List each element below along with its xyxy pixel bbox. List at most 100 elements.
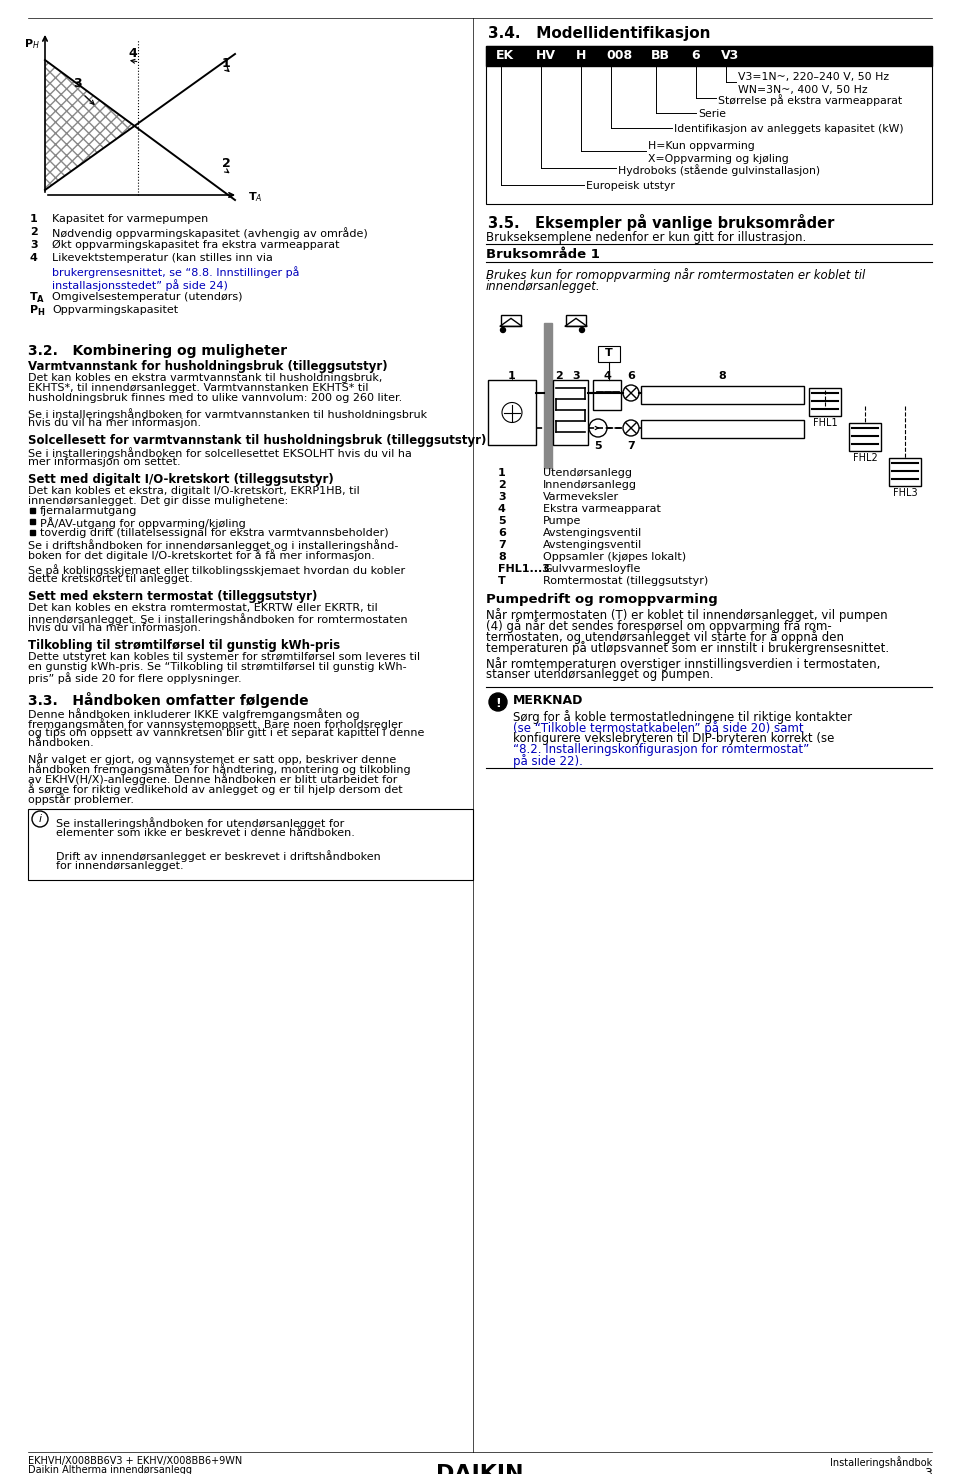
Text: X=Oppvarming og kjøling: X=Oppvarming og kjøling (648, 153, 789, 164)
Bar (501, 315, 520, 326)
Bar (30, 519, 35, 523)
Text: Det kan kobles en ekstra varmtvannstank til husholdningsbruk,: Det kan kobles en ekstra varmtvannstank … (28, 373, 382, 383)
Text: PÅ/AV-utgang for oppvarming/kjøling: PÅ/AV-utgang for oppvarming/kjøling (40, 517, 246, 529)
Text: Dette utstyret kan kobles til systemer for strømtilførsel som leveres til: Dette utstyret kan kobles til systemer f… (28, 652, 420, 662)
Text: installasjonsstedet” på side 24): installasjonsstedet” på side 24) (52, 279, 228, 290)
Text: 3: 3 (73, 77, 82, 90)
Text: V3=1N~, 220–240 V, 50 Hz: V3=1N~, 220–240 V, 50 Hz (738, 72, 889, 83)
Text: (4) gå når det sendes forespørsel om oppvarming fra rom-: (4) gå når det sendes forespørsel om opp… (486, 619, 831, 632)
Text: innendørsanlegget.: innendørsanlegget. (486, 280, 601, 293)
Text: P$_H$: P$_H$ (24, 37, 40, 52)
Bar (486, 46, 932, 203)
Text: Denne håndboken inkluderer IKKE valgfremgangsmåten og: Denne håndboken inkluderer IKKE valgfrem… (28, 708, 360, 719)
Text: 1: 1 (222, 57, 230, 69)
Text: MERKNAD: MERKNAD (513, 694, 584, 708)
Text: Når romtermostaten (T) er koblet til innendørsanlegget, vil pumpen: Når romtermostaten (T) er koblet til inn… (486, 607, 888, 622)
Text: husholdningsbruk finnes med to ulike vannvolum: 200 og 260 liter.: husholdningsbruk finnes med to ulike van… (28, 394, 402, 402)
Text: 3: 3 (30, 240, 37, 251)
Text: 1: 1 (30, 214, 37, 224)
Text: pris” på side 20 for flere opplysninger.: pris” på side 20 for flere opplysninger. (28, 672, 242, 684)
Text: T: T (498, 576, 506, 587)
Bar (641, 386, 804, 404)
Text: toverdig drift (tillatelsessignal for ekstra varmtvannsbeholder): toverdig drift (tillatelsessignal for ek… (40, 528, 389, 538)
Bar (809, 388, 841, 416)
Text: Installeringshåndbok: Installeringshåndbok (829, 1456, 932, 1468)
Text: EK: EK (496, 49, 515, 62)
Text: mer informasjon om settet.: mer informasjon om settet. (28, 457, 180, 467)
Text: T$_A$: T$_A$ (248, 190, 262, 203)
Text: i: i (38, 814, 41, 824)
Text: og tips om oppsett av vannkretsen blir gitt i et separat kapittel i denne: og tips om oppsett av vannkretsen blir g… (28, 728, 424, 738)
Text: FHL2: FHL2 (852, 453, 877, 463)
Text: Omgivelsestemperatur (utendørs): Omgivelsestemperatur (utendørs) (52, 292, 243, 302)
Text: håndboken.: håndboken. (28, 738, 94, 747)
Text: 4: 4 (128, 47, 136, 60)
Text: 3: 3 (572, 371, 580, 380)
Text: BB: BB (651, 49, 670, 62)
Text: WN=3N~, 400 V, 50 Hz: WN=3N~, 400 V, 50 Hz (738, 85, 868, 94)
Bar (593, 380, 621, 410)
Text: 6: 6 (498, 528, 506, 538)
Text: Bruksområde 1: Bruksområde 1 (486, 248, 600, 261)
Text: HV: HV (536, 49, 556, 62)
Text: Økt oppvarmingskapasitet fra ekstra varmeapparat: Økt oppvarmingskapasitet fra ekstra varm… (52, 240, 340, 251)
Text: Avstengingsventil: Avstengingsventil (543, 539, 642, 550)
Text: Brukes kun for romoppvarming når romtermostaten er koblet til: Brukes kun for romoppvarming når romterm… (486, 268, 865, 282)
Text: Pumpedrift og romoppvarming: Pumpedrift og romoppvarming (486, 593, 718, 606)
Text: !: ! (495, 697, 501, 710)
Text: 8: 8 (498, 551, 506, 562)
Text: temperaturen på utløpsvannet som er innstilt i brukergrensesnittet.: temperaturen på utløpsvannet som er inns… (486, 641, 889, 654)
Text: Innendørsanlegg: Innendørsanlegg (543, 481, 637, 489)
Text: Romtermostat (tilleggsutstyr): Romtermostat (tilleggsutstyr) (543, 576, 708, 587)
Text: for innendørsanlegget.: for innendørsanlegget. (56, 861, 183, 871)
Text: Varmeveksler: Varmeveksler (543, 492, 619, 503)
Text: 2: 2 (30, 227, 37, 237)
Text: Utendørsanlegg: Utendørsanlegg (543, 469, 632, 478)
Text: EKHVH/X008BB6V3 + EKHV/X008BB6+9WN: EKHVH/X008BB6V3 + EKHV/X008BB6+9WN (28, 1456, 242, 1467)
Text: Kapasitet for varmepumpen: Kapasitet for varmepumpen (52, 214, 208, 224)
Bar (849, 423, 881, 451)
Text: P: P (30, 305, 38, 315)
Text: Se på koblingsskjemaet eller tilkoblingsskjemaet hvordan du kobler: Se på koblingsskjemaet eller tilkoblings… (28, 565, 405, 576)
Text: elementer som ikke er beskrevet i denne håndboken.: elementer som ikke er beskrevet i denne … (56, 828, 355, 839)
Text: Når romtemperaturen overstiger innstillingsverdien i termostaten,: Når romtemperaturen overstiger innstilli… (486, 657, 880, 671)
Circle shape (623, 385, 639, 401)
Circle shape (489, 693, 507, 710)
Text: fremgangsmåten for vannsystemoppsett. Bare noen forholdsregler: fremgangsmåten for vannsystemoppsett. Ba… (28, 718, 402, 730)
Text: 7: 7 (498, 539, 506, 550)
Text: brukergrensesnittet, se “8.8. Innstillinger på: brukergrensesnittet, se “8.8. Innstillin… (52, 265, 300, 279)
Text: 4: 4 (498, 504, 506, 514)
Text: innendørsanlegget. Se i installeringshåndboken for romtermostaten: innendørsanlegget. Se i installeringshån… (28, 613, 408, 625)
Text: (se “Tilkoble termostatkabelen” på side 20) samt: (se “Tilkoble termostatkabelen” på side … (513, 721, 804, 736)
Text: 3.2.   Kombinering og muligheter: 3.2. Kombinering og muligheter (28, 343, 287, 358)
Circle shape (580, 327, 585, 333)
Text: T: T (30, 292, 37, 302)
Text: 3.3.   Håndboken omfatter følgende: 3.3. Håndboken omfatter følgende (28, 691, 308, 708)
Text: Oppvarmingskapasitet: Oppvarmingskapasitet (52, 305, 179, 315)
Text: EKHTS*, til innendørsanlegget. Varmtvannstanken EKHTS* til: EKHTS*, til innendørsanlegget. Varmtvann… (28, 383, 369, 394)
Text: 8: 8 (718, 371, 726, 380)
Text: Se i installeringshåndboken for solcellesettet EKSOLHT hvis du vil ha: Se i installeringshåndboken for solcelle… (28, 447, 412, 458)
Text: Identifikasjon av anleggets kapasitet (kW): Identifikasjon av anleggets kapasitet (k… (674, 124, 903, 134)
Text: stanser utendørsanlegget og pumpen.: stanser utendørsanlegget og pumpen. (486, 668, 713, 681)
Text: V3: V3 (721, 49, 739, 62)
Text: konfigurere vekslebryteren til DIP-bryteren korrekt (se: konfigurere vekslebryteren til DIP-bryte… (513, 733, 834, 744)
Text: innendørsanlegget. Det gir disse mulighetene:: innendørsanlegget. Det gir disse mulighe… (28, 495, 288, 506)
Text: DAIKIN: DAIKIN (436, 1464, 524, 1474)
Text: H=Kun oppvarming: H=Kun oppvarming (648, 142, 755, 150)
Text: Solcellesett for varmtvannstank til husholdningsbruk (tilleggsutstyr): Solcellesett for varmtvannstank til hush… (28, 433, 487, 447)
Text: Drift av innendørsanlegget er beskrevet i driftshåndboken: Drift av innendørsanlegget er beskrevet … (56, 850, 381, 862)
Bar (486, 46, 932, 66)
Text: av EKHV(H/X)-anleggene. Denne håndboken er blitt utarbeidet for: av EKHV(H/X)-anleggene. Denne håndboken … (28, 772, 397, 786)
Text: Ekstra varmeapparat: Ekstra varmeapparat (543, 504, 660, 514)
Text: 6: 6 (627, 371, 635, 380)
Text: Oppsamler (kjøpes lokalt): Oppsamler (kjøpes lokalt) (543, 551, 686, 562)
Text: Se installeringshåndboken for utendørsanlegget for: Se installeringshåndboken for utendørsan… (56, 817, 345, 828)
Text: 008: 008 (606, 49, 632, 62)
Text: Serie: Serie (698, 109, 726, 119)
Text: 5: 5 (594, 441, 602, 451)
Text: 2: 2 (555, 371, 563, 380)
Text: Se i installeringshåndboken for varmtvannstanken til husholdningsbruk: Se i installeringshåndboken for varmtvan… (28, 408, 427, 420)
Text: en gunstig kWh-pris. Se “Tilkobling til strømtilførsel til gunstig kWh-: en gunstig kWh-pris. Se “Tilkobling til … (28, 662, 407, 672)
Text: Varmtvannstank for husholdningsbruk (tilleggsutstyr): Varmtvannstank for husholdningsbruk (til… (28, 360, 388, 373)
